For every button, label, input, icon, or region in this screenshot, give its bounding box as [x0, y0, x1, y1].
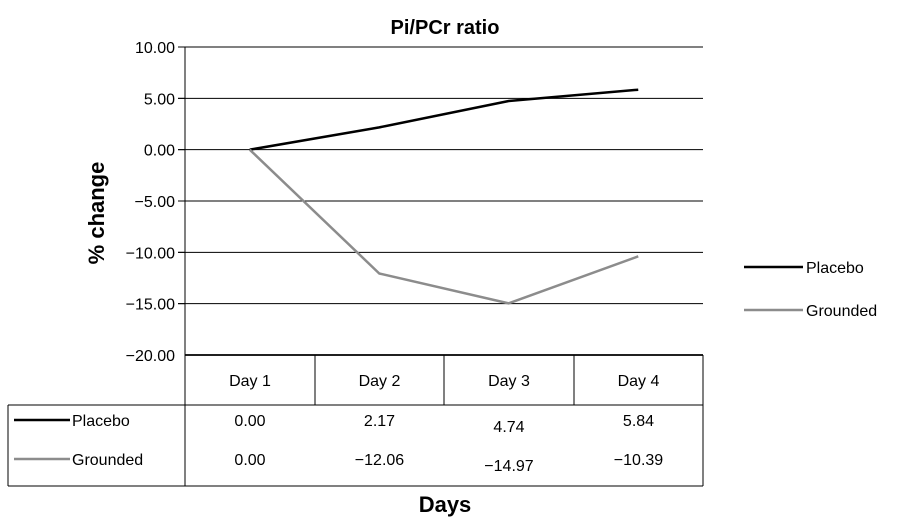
y-axis-label: % change [84, 162, 109, 265]
gridlines [178, 46, 703, 356]
legend-label-placebo: Placebo [806, 260, 864, 277]
legend: Placebo Grounded [744, 260, 877, 320]
category-label: Day 4 [618, 373, 660, 390]
y-tick-label: −15.00 [126, 297, 175, 314]
table-value: 5.84 [623, 413, 654, 430]
table-value: −12.06 [355, 452, 404, 469]
category-label: Day 1 [229, 373, 271, 390]
y-tick-label: 5.00 [144, 91, 175, 108]
series-line-grounded [248, 148, 639, 305]
category-label: Day 3 [488, 373, 530, 390]
y-tick-label: 0.00 [144, 143, 175, 160]
data-table: Day 1 Day 2 Day 3 Day 4 Placebo 0.00 2.17 4.74 5… [7, 354, 704, 487]
chart-title: Pi/PCr ratio [391, 17, 500, 39]
x-axis-label: Days [419, 492, 472, 517]
y-tick-labels: 10.00 5.00 0.00 −5.00 −10.00 −15.00 −20.00 [126, 40, 175, 365]
category-label: Day 2 [359, 373, 401, 390]
y-tick-label: 10.00 [135, 40, 175, 57]
series-lines [248, 88, 639, 305]
table-value: 0.00 [234, 413, 265, 430]
table-value: 0.00 [234, 452, 265, 469]
table-value: 4.74 [493, 419, 524, 436]
y-tick-label: −10.00 [126, 245, 175, 262]
table-series-name: Placebo [72, 413, 130, 430]
table-value: −14.97 [484, 458, 533, 475]
table-value: 2.17 [364, 413, 395, 430]
series-line-placebo [249, 88, 639, 151]
y-tick-label: −5.00 [135, 194, 176, 211]
table-value: −10.39 [614, 452, 663, 469]
legend-label-grounded: Grounded [806, 303, 877, 320]
y-tick-label: −20.00 [126, 348, 175, 365]
table-series-name: Grounded [72, 452, 143, 469]
